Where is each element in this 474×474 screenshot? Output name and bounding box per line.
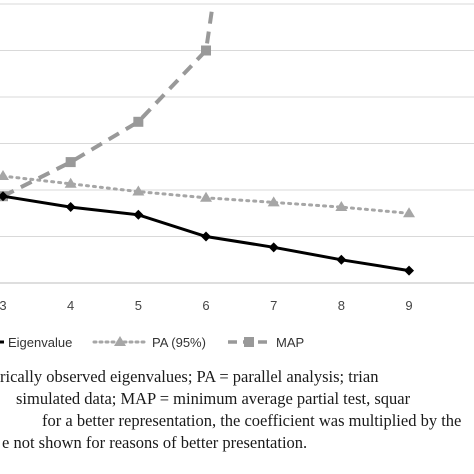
caption-line-2: simulated data; MAP = minimum average pa… (16, 389, 411, 408)
x-tick-label: 5 (135, 298, 142, 313)
data-point (268, 242, 279, 253)
x-tick-label: 4 (67, 298, 74, 313)
series-line-map (2, 3, 215, 198)
data-point (200, 191, 213, 202)
data-point (132, 185, 145, 196)
caption-line-1: rically observed eigenvalues; PA = paral… (0, 367, 379, 386)
data-point (133, 209, 144, 220)
data-point (201, 231, 212, 242)
data-point (335, 201, 348, 212)
line-chart: 3 4 5 6 7 8 9 (0, 3, 474, 313)
data-point (201, 45, 212, 56)
caption-line-4: e not shown for reasons of better presen… (2, 433, 308, 452)
legend-triangle-marker (114, 336, 126, 346)
legend-item-eigenvalue: Eigenvalue (0, 335, 72, 350)
data-point (65, 202, 76, 213)
data-point (0, 191, 8, 202)
x-tick-label: 6 (202, 298, 209, 313)
data-point (65, 157, 76, 168)
data-point (133, 116, 144, 127)
data-point (0, 170, 9, 181)
legend-label-eigenvalue: Eigenvalue (8, 335, 72, 350)
gridlines (0, 3, 474, 284)
data-point (64, 177, 77, 188)
legend-square-marker (244, 337, 254, 347)
data-point (267, 196, 280, 207)
legend-label-map: MAP (276, 335, 304, 350)
figure-caption: rically observed eigenvalues; PA = paral… (0, 366, 474, 454)
x-tick-label: 9 (405, 298, 412, 313)
x-tick-label: 7 (270, 298, 277, 313)
chart-series (0, 3, 416, 276)
data-point (336, 254, 347, 265)
x-tick-label: 3 (0, 298, 7, 313)
chart-legend: Eigenvalue PA (95%) MAP (0, 335, 304, 350)
legend-label-pa: PA (95%) (152, 335, 206, 350)
legend-item-map: MAP (228, 335, 304, 350)
data-point (403, 207, 416, 218)
x-tick-label: 8 (338, 298, 345, 313)
caption-line-3: for a better representation, the coeffic… (42, 411, 462, 430)
data-point (404, 265, 415, 276)
x-axis-tick-labels: 3 4 5 6 7 8 9 (0, 298, 413, 313)
legend-item-pa: PA (95%) (92, 335, 206, 350)
